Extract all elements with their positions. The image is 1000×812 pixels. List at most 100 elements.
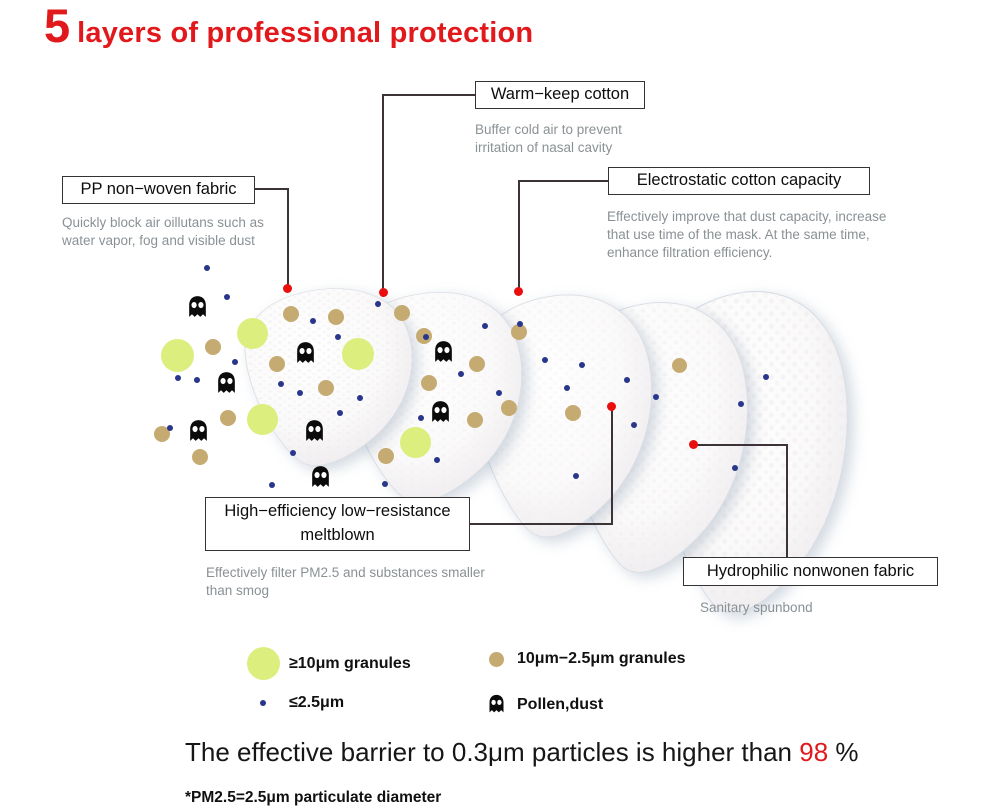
pm25-dot bbox=[335, 334, 341, 340]
callout-electrostatic: Electrostatic cotton capacity bbox=[608, 167, 870, 195]
pollen-ghost-icon bbox=[308, 465, 333, 488]
pm25-dot bbox=[194, 377, 200, 383]
effectiveness-statement: The effective barrier to 0.3μm particles… bbox=[185, 737, 859, 768]
tan-granule bbox=[501, 400, 517, 416]
pm25-dot bbox=[278, 381, 284, 387]
pollen-ghost-icon bbox=[185, 295, 210, 318]
callout-meltblown: High−efficiency low−resistance meltblown bbox=[205, 497, 470, 551]
callout-warm-label: Warm−keep cotton bbox=[490, 85, 630, 104]
tan-granule bbox=[220, 410, 236, 426]
green-granule bbox=[160, 338, 194, 372]
legend-item-pm25: ≤2.5μm bbox=[246, 694, 344, 712]
pm25-dot bbox=[458, 371, 464, 377]
pm25-dot bbox=[175, 375, 181, 381]
pm25-dot bbox=[418, 415, 424, 421]
pm25-dot bbox=[482, 323, 488, 329]
pollen-ghost-icon bbox=[302, 419, 327, 442]
callout-hydrophilic-label: Hydrophilic nonwonen fabric bbox=[706, 561, 915, 580]
pm25-dot bbox=[631, 422, 637, 428]
pm25-dot bbox=[763, 374, 769, 380]
pollen-ghost-icon bbox=[428, 400, 453, 423]
legend-label: Pollen,dust bbox=[517, 695, 604, 713]
desc-warm-keep: Buffer cold air to prevent irritation of… bbox=[475, 122, 622, 155]
tan-granule bbox=[283, 306, 299, 322]
callout-pp-label: PP non−woven fabric bbox=[80, 180, 237, 199]
pm25-dot-icon bbox=[260, 700, 266, 706]
connector-line-hydrophilic bbox=[786, 444, 788, 558]
connector-line-warm bbox=[382, 94, 476, 96]
pollen-ghost-icon bbox=[486, 694, 507, 715]
tan-granule bbox=[467, 412, 483, 428]
pm25-dot bbox=[290, 450, 296, 456]
green-granule-icon bbox=[246, 647, 280, 680]
tan-granule bbox=[469, 356, 485, 372]
pm25-dot bbox=[310, 318, 316, 324]
tan-granule bbox=[421, 375, 437, 391]
layer-marker-dot bbox=[283, 284, 292, 293]
green-granule bbox=[236, 317, 268, 349]
green-granule bbox=[399, 426, 431, 458]
desc-electrostatic: Effectively improve that dust capacity, … bbox=[607, 209, 887, 260]
pm25-dot bbox=[496, 390, 502, 396]
pollen-ghost-icon bbox=[214, 371, 239, 394]
green-granule bbox=[342, 338, 374, 370]
tan-granule bbox=[205, 339, 221, 355]
pm25-dot bbox=[517, 321, 523, 327]
tan-granule bbox=[671, 357, 687, 373]
pm25-dot bbox=[382, 481, 388, 487]
pm25-dot bbox=[375, 301, 381, 307]
pm25-footnote: *PM2.5=2.5μm particulate diameter bbox=[185, 789, 442, 806]
pm25-dot bbox=[732, 465, 738, 471]
callout-meltblown-label-line2: meltblown bbox=[300, 526, 375, 544]
pm25-dot bbox=[564, 385, 570, 391]
layer-marker-dot bbox=[379, 288, 388, 297]
callout-meltblown-label-line1: High−efficiency low−resistance bbox=[224, 502, 451, 521]
pm25-dot bbox=[423, 334, 429, 340]
legend-label: 10μm−2.5μm granules bbox=[517, 650, 686, 667]
callout-warm-keep: Warm−keep cotton bbox=[475, 81, 645, 109]
pm25-dot bbox=[337, 410, 343, 416]
tan-granule bbox=[154, 426, 170, 442]
statement-text: The effective barrier to 0.3μm particles… bbox=[185, 737, 800, 767]
pollen-ghost-icon bbox=[431, 340, 456, 363]
layer-marker-dot bbox=[514, 287, 523, 296]
connector-line-electrostatic bbox=[518, 180, 520, 292]
title-text: layers of professional protection bbox=[77, 17, 534, 49]
callout-pp-non-woven: PP non−woven fabric bbox=[62, 176, 255, 204]
pm25-dot bbox=[167, 425, 173, 431]
pm25-dot bbox=[297, 390, 303, 396]
tan-granule bbox=[394, 305, 410, 321]
desc-meltblown: Effectively filter PM2.5 and substances … bbox=[206, 565, 485, 598]
connector-line-meltblown bbox=[611, 407, 613, 525]
layer-marker-dot bbox=[607, 402, 616, 411]
pm25-dot bbox=[224, 294, 230, 300]
connector-line-pp bbox=[287, 188, 289, 290]
desc-pp-non-woven: Quickly block air oillutans such as wate… bbox=[62, 215, 264, 248]
pollen-ghost-icon bbox=[186, 419, 211, 442]
tan-granule-icon bbox=[488, 651, 504, 667]
tan-granule bbox=[378, 448, 394, 464]
pm25-dot bbox=[573, 473, 579, 479]
pm25-dot bbox=[232, 359, 238, 365]
tan-granule bbox=[269, 356, 285, 372]
tan-granule bbox=[565, 405, 581, 421]
statement-text: % bbox=[828, 737, 859, 767]
statement-highlight-value: 98 bbox=[799, 737, 829, 767]
pm25-dot bbox=[653, 394, 659, 400]
tan-granule bbox=[328, 309, 344, 325]
connector-line-meltblown bbox=[470, 523, 613, 525]
pm25-dot bbox=[357, 395, 363, 401]
tan-granule bbox=[318, 380, 334, 396]
pm25-dot bbox=[269, 482, 275, 488]
legend-item-pollen-dust: Pollen,dust bbox=[484, 694, 603, 715]
tan-granule bbox=[192, 449, 208, 465]
connector-line-electrostatic bbox=[518, 180, 609, 182]
pm25-dot bbox=[624, 377, 630, 383]
layer-marker-dot bbox=[689, 440, 698, 449]
pm25-dot bbox=[434, 457, 440, 463]
title-number: 5 bbox=[44, 0, 71, 52]
desc-hydrophilic: Sanitary spunbond bbox=[700, 600, 813, 615]
legend-item-medium-granules: 10μm−2.5μm granules bbox=[484, 650, 686, 668]
callout-hydrophilic: Hydrophilic nonwonen fabric bbox=[683, 557, 938, 586]
